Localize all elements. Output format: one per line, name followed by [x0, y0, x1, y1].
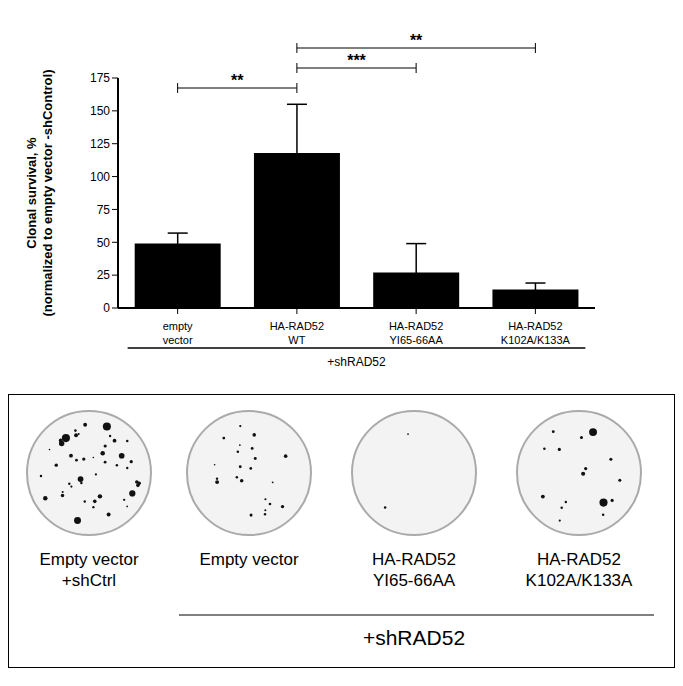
svg-text:vector: vector	[163, 334, 193, 346]
svg-text:+shRAD52: +shRAD52	[363, 626, 465, 649]
svg-text:HA-RAD52: HA-RAD52	[508, 320, 562, 332]
svg-text:Empty vector: Empty vector	[39, 550, 139, 569]
svg-text:**: **	[231, 72, 244, 89]
svg-text:Empty vector: Empty vector	[199, 550, 299, 569]
svg-text:+shCtrl: +shCtrl	[62, 571, 116, 590]
svg-text:YI65-66AA: YI65-66AA	[373, 571, 456, 590]
svg-text:75: 75	[97, 203, 111, 217]
svg-text:YI65-66AA: YI65-66AA	[390, 334, 444, 346]
svg-text:25: 25	[97, 268, 111, 282]
svg-text:Clonal survival, %(normalized: Clonal survival, %(normalized to empty v…	[24, 69, 55, 316]
svg-text:100: 100	[90, 170, 110, 184]
svg-text:175: 175	[90, 71, 110, 85]
svg-text:**: **	[410, 32, 423, 49]
svg-text:0: 0	[103, 301, 110, 315]
svg-text:empty: empty	[163, 320, 193, 332]
svg-text:50: 50	[97, 236, 111, 250]
svg-text:***: ***	[347, 52, 366, 69]
svg-text:125: 125	[90, 137, 110, 151]
svg-text:HA-RAD52: HA-RAD52	[537, 550, 621, 569]
svg-text:HA-RAD52: HA-RAD52	[389, 320, 443, 332]
svg-text:WT: WT	[288, 334, 305, 346]
svg-text:+shRAD52: +shRAD52	[327, 355, 386, 369]
svg-text:K102A/K133A: K102A/K133A	[501, 334, 571, 346]
svg-text:K102A/K133A: K102A/K133A	[526, 571, 633, 590]
svg-text:HA-RAD52: HA-RAD52	[270, 320, 324, 332]
svg-text:HA-RAD52: HA-RAD52	[372, 550, 456, 569]
svg-text:150: 150	[90, 104, 110, 118]
